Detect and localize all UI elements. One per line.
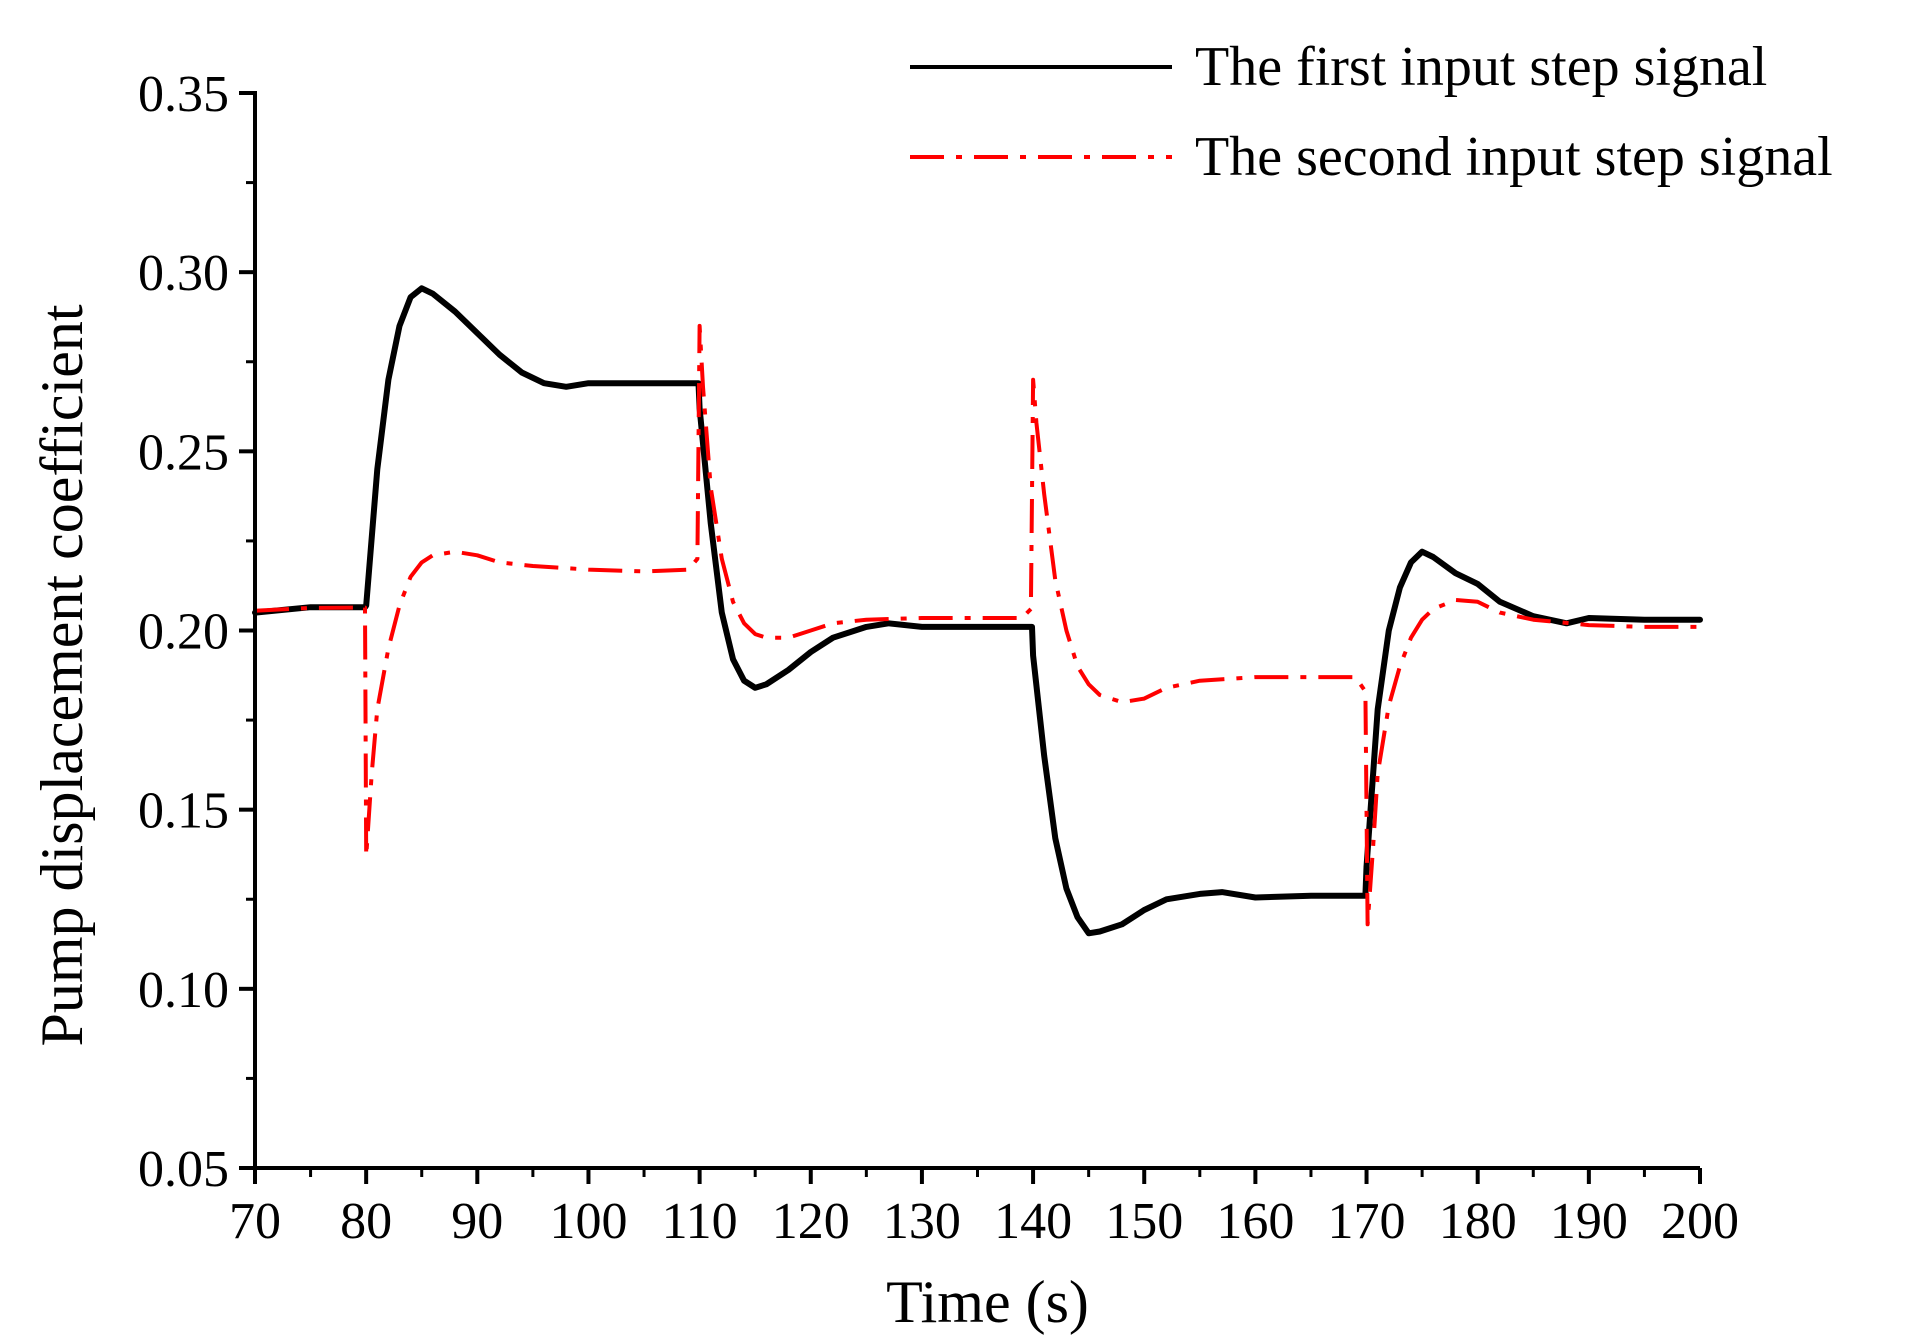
series-line-first-input (252, 285, 1703, 937)
x-tick-label: 70 (229, 1193, 281, 1250)
x-tick-label: 90 (451, 1193, 503, 1250)
y-tick-label: 0.25 (138, 424, 229, 481)
x-tick-label: 130 (883, 1193, 961, 1250)
x-tick-label: 120 (772, 1193, 850, 1250)
legend: The first input step signal The second i… (910, 36, 1833, 188)
y-tick-label: 0.30 (138, 245, 229, 302)
x-tick-label: 110 (662, 1193, 738, 1250)
y-tick-label: 0.10 (138, 962, 229, 1019)
x-tick-label: 100 (549, 1193, 627, 1250)
x-axis-title: Time (s) (886, 1269, 1089, 1335)
x-tick-label: 190 (1550, 1193, 1628, 1250)
y-tick-label: 0.35 (138, 66, 229, 123)
legend-label-second-input: The second input step signal (1195, 126, 1833, 188)
x-tick-label: 160 (1216, 1193, 1294, 1250)
y-tick-label: 0.15 (138, 783, 229, 840)
y-tick-label: 0.05 (138, 1141, 229, 1198)
y-axis-ticks: 0.05 0.10 0.15 0.20 0.25 0.30 0.35 (138, 66, 255, 1198)
x-tick-label: 80 (340, 1193, 392, 1250)
y-tick-label: 0.20 (138, 604, 229, 661)
x-tick-label: 150 (1105, 1193, 1183, 1250)
y-axis-title: Pump displacement coefficient (29, 304, 95, 1046)
x-tick-label: 180 (1439, 1193, 1517, 1250)
x-axis-ticks: 70 80 90 100 110 120 130 140 150 160 170 180 190 200 (229, 1168, 1739, 1250)
legend-label-first-input: The first input step signal (1195, 36, 1767, 98)
x-tick-label: 200 (1661, 1193, 1739, 1250)
x-tick-label: 140 (994, 1193, 1072, 1250)
series-line-second-input (254, 323, 1700, 927)
series-layer (252, 285, 1703, 937)
axes (253, 91, 1700, 1170)
x-tick-label: 170 (1328, 1193, 1406, 1250)
